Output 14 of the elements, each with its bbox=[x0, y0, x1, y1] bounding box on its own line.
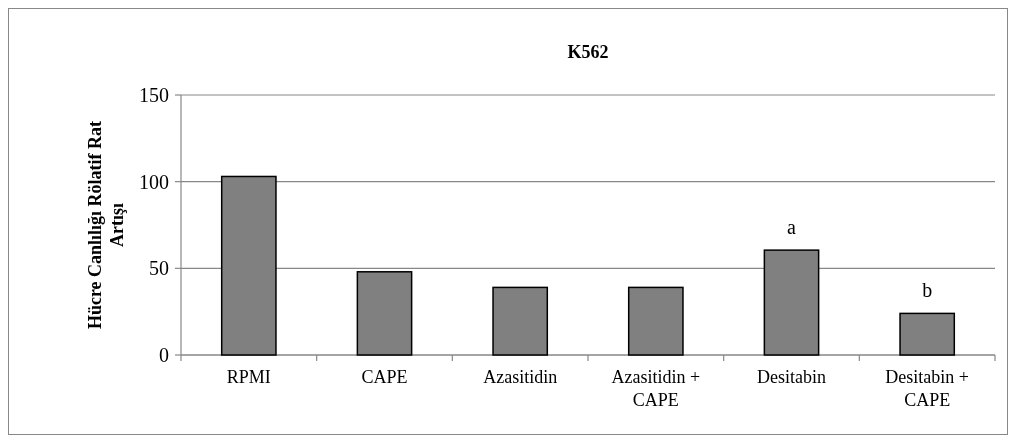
chart-title: K562 bbox=[567, 42, 609, 62]
x-tick-label: CAPE bbox=[361, 367, 408, 387]
y-tick-label: 0 bbox=[159, 344, 169, 366]
annotation: b bbox=[922, 279, 933, 302]
x-tick-label: RPMI bbox=[226, 367, 271, 387]
y-tick-label: 150 bbox=[139, 84, 169, 106]
x-tick-label: Desitabin bbox=[757, 367, 826, 387]
x-tick-label: Desitabin + CAPE bbox=[885, 367, 969, 410]
y-tick-label: 100 bbox=[139, 170, 169, 193]
x-tick-label: Azasitidin bbox=[483, 367, 558, 387]
y-tick-label: 50 bbox=[149, 257, 169, 280]
y-axis-title: Hücre Canlılığı Rölatif Rat Artışı bbox=[85, 120, 127, 330]
annotation: a bbox=[787, 216, 797, 239]
x-tick-label: Azasitidin + CAPE bbox=[611, 367, 701, 410]
